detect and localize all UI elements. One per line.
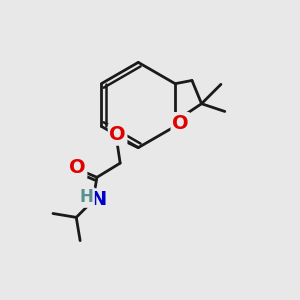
- Text: O: O: [69, 158, 86, 177]
- Text: O: O: [172, 114, 189, 133]
- Text: N: N: [91, 190, 107, 209]
- Text: H: H: [80, 188, 94, 206]
- Text: O: O: [109, 125, 126, 144]
